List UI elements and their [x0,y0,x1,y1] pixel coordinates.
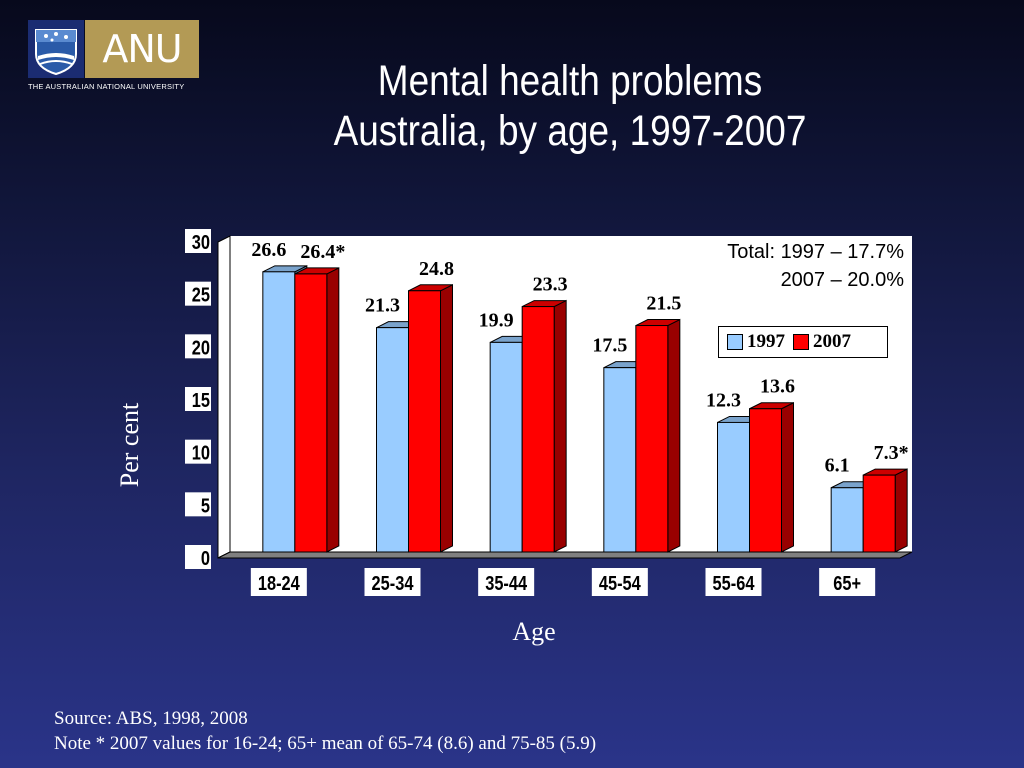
source-note: Source: ABS, 1998, 2008 [54,708,248,729]
bar-2007-45-54 [635,325,669,553]
y-tick-label-bg [185,439,211,464]
bar-1997-45-54 [603,367,637,553]
anu-crest-icon [28,20,84,78]
y-tick-label: 30 [192,230,210,253]
bar-2007-65+ [862,474,896,553]
anu-wordmark: ANU [85,20,199,78]
x-tick-label-65+: 65+ [833,571,861,594]
bar-2007-25-34 [408,290,441,553]
data-label-1997-18-24: 26.6 [251,239,286,261]
y-tick-label: 5 [201,494,210,517]
anu-wordmark-text: ANU [102,27,182,71]
x-tick-label-bg [364,568,421,596]
data-label-1997-55-64: 12.3 [706,389,741,411]
footnote: Note * 2007 values for 16-24; 65+ mean o… [54,733,597,754]
data-label-2007-18-24: 26.4* [300,241,345,263]
x-tick-label-bg [705,568,762,596]
x-tick-label-bg [819,568,876,596]
y-tick-label: 15 [192,388,210,411]
legend-label-1997: 1997 [747,331,785,352]
chart-legend: 1997 2007 [718,326,888,358]
y-tick-label-bg [185,545,211,569]
bar-2007-18-24 [294,273,328,553]
x-tick-label-35-44: 35-44 [485,571,528,594]
data-label-1997-35-44: 19.9 [479,309,514,331]
x-tick-label-45-54: 45-54 [599,571,642,594]
bar-side-2007-65+ [894,468,908,553]
x-tick-label-55-64: 55-64 [713,571,756,594]
bar-side-2007-25-34 [440,283,453,553]
title-line-1: Mental health problems [377,57,763,105]
bar-1997-65+ [830,487,864,553]
footer: Source: ABS, 1998, 2008 Note * 2007 valu… [54,706,596,756]
bar-1997-35-44 [489,341,523,553]
bar-side-2007-35-44 [553,299,567,553]
totals-line-1: Total: 1997 – 17.7% [727,241,904,263]
y-axis-label: Per cent [115,402,144,488]
anu-logo: ANU THE AUSTRALIAN NATIONAL UNIVERSITY [28,20,200,96]
anu-subtitle: THE AUSTRALIAN NATIONAL UNIVERSITY [28,82,185,91]
title-line-2: Australia, by age, 1997-2007 [333,107,807,155]
y-tick-label-bg [185,334,211,359]
y-tick-label-bg [185,387,211,411]
y-tick-label-bg [185,492,211,517]
totals-annotation: Total: 1997 – 17.7% 2007 – 20.0% [640,238,904,294]
bar-1997-55-64 [717,421,750,553]
bar-2007-35-44 [521,306,555,553]
legend-swatch-1997 [727,334,743,350]
x-tick-label-bg [478,568,535,596]
data-label-2007-45-54: 21.5 [646,293,681,315]
x-tick-label-bg [591,568,648,596]
totals-line-2: 2007 – 20.0% [780,269,904,291]
bar-2007-55-64 [749,408,782,553]
y-tick-label-bg [185,281,211,306]
plot-side-wall [217,235,231,559]
data-label-1997-45-54: 17.5 [592,335,627,357]
data-label-1997-25-34: 21.3 [365,295,400,317]
bar-side-2007-18-24 [326,267,340,553]
y-tick-label-bg [185,229,211,253]
plot-area [230,236,912,552]
x-tick-label-18-24: 18-24 [258,571,301,594]
data-label-2007-25-34: 24.8 [419,258,454,280]
legend-swatch-2007 [793,334,809,350]
y-tick-label: 10 [192,441,210,464]
y-tick-label: 0 [201,546,210,569]
data-label-2007-35-44: 23.3 [533,274,568,296]
plot-floor [217,551,913,559]
y-tick-label: 20 [192,336,210,359]
y-tick-label: 25 [192,283,210,306]
data-label-1997-65+: 6.1 [825,455,850,477]
bar-side-2007-45-54 [667,318,681,553]
x-axis-label: Age [512,617,556,646]
bar-1997-25-34 [376,327,409,553]
legend-label-2007: 2007 [813,331,851,352]
data-label-2007-55-64: 13.6 [760,376,795,398]
x-tick-label-25-34: 25-34 [372,571,415,594]
bar-side-2007-55-64 [781,401,794,553]
bar-1997-18-24 [262,271,296,553]
data-label-2007-65+: 7.3* [874,442,909,464]
slide-title: Mental health problems Australia, by age… [269,56,871,156]
x-tick-label-bg [250,568,307,596]
